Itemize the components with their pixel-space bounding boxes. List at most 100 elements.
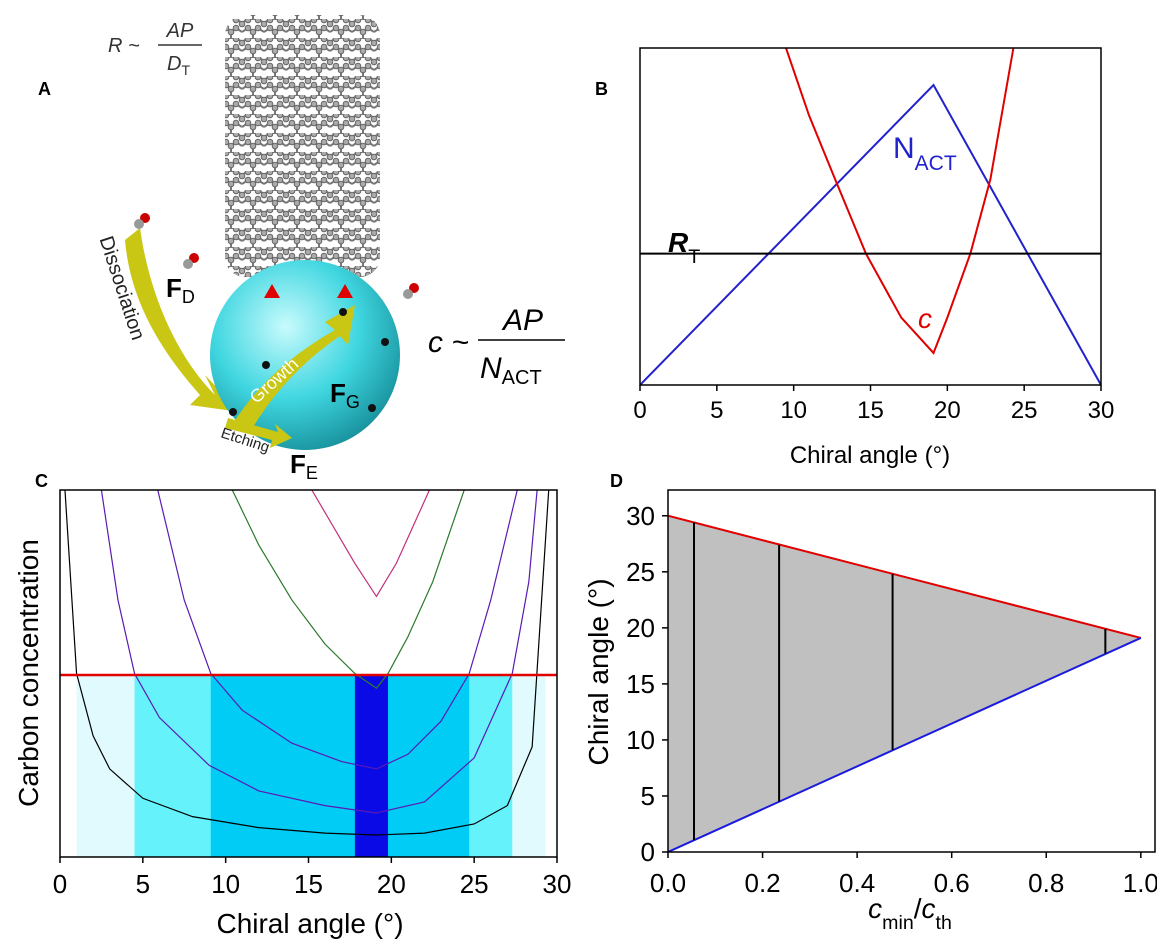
text-part: ACT bbox=[915, 152, 957, 175]
panel-letter: C bbox=[35, 471, 48, 491]
force-label: FE bbox=[290, 449, 318, 483]
x-tick-label: 15 bbox=[857, 397, 884, 424]
force-label: FD bbox=[166, 273, 195, 307]
text-part: min bbox=[882, 912, 914, 934]
y-tick-label: 15 bbox=[626, 669, 655, 699]
y-tick-label: 25 bbox=[626, 557, 655, 587]
atom bbox=[368, 404, 376, 412]
panel-letter: A bbox=[38, 79, 51, 99]
text-part: N bbox=[893, 132, 915, 165]
x-tick-label: 30 bbox=[1088, 397, 1115, 424]
y-tick-label: 0 bbox=[641, 837, 655, 867]
y-tick-label: 10 bbox=[626, 725, 655, 755]
force-label: FG bbox=[330, 378, 360, 412]
atom bbox=[229, 408, 237, 416]
plot-area bbox=[668, 514, 1142, 852]
text-part: ACT bbox=[502, 367, 542, 389]
molecule bbox=[183, 259, 193, 269]
panel-a: A R ~ AP DT Dissociation FD Growth FG Et… bbox=[38, 15, 565, 483]
x-tick-label: 20 bbox=[377, 869, 406, 899]
nanotube bbox=[225, 15, 380, 277]
x-tick-label: 5 bbox=[710, 397, 723, 424]
x-tick-label: 0.2 bbox=[744, 868, 780, 898]
text-part: F bbox=[330, 378, 346, 408]
panel-c: C 0 5 10 15 20 25 30 Chiral angle (°) Carbon conc… bbox=[13, 471, 571, 939]
plot-area bbox=[640, 48, 1101, 385]
text-part: R bbox=[668, 227, 689, 258]
x-tick-label: 10 bbox=[780, 397, 807, 424]
dissociation-arrow bbox=[125, 228, 240, 412]
panel-letter: B bbox=[595, 79, 608, 99]
active-site bbox=[337, 284, 353, 298]
panel-d: D0.0 0.2 0.4 0.6 0.8 1.0051015202530cmin/cthC… bbox=[583, 471, 1157, 934]
x-axis-label: Chiral angle (°) bbox=[216, 908, 403, 939]
series-line bbox=[64, 490, 550, 836]
text-part: T bbox=[688, 246, 700, 268]
molecule bbox=[134, 219, 144, 229]
x-axis-label: Chiral angle (°) bbox=[790, 442, 950, 469]
x-tick-label: 0 bbox=[633, 397, 646, 424]
x-tick-label: 0.4 bbox=[839, 868, 875, 898]
x-tick-label: 25 bbox=[1011, 397, 1038, 424]
relation-lhs: R ~ bbox=[108, 35, 140, 57]
series-line bbox=[100, 490, 538, 814]
relation-numerator: AP bbox=[166, 20, 194, 42]
band bbox=[210, 674, 470, 857]
series-label: c bbox=[918, 303, 932, 334]
atom bbox=[262, 361, 270, 369]
text-part: / bbox=[914, 893, 922, 924]
x-tick-label: 15 bbox=[294, 869, 323, 899]
text-part: F bbox=[290, 449, 306, 479]
series-label: RT bbox=[668, 227, 700, 268]
text-part: F bbox=[166, 273, 182, 303]
text-part: D bbox=[167, 53, 181, 75]
text-part: D bbox=[182, 287, 195, 307]
plot-area bbox=[60, 490, 557, 857]
text-part: th bbox=[936, 912, 952, 934]
x-tick-label: 1.0 bbox=[1123, 868, 1157, 898]
atom bbox=[339, 308, 347, 316]
series-line bbox=[640, 83, 1101, 385]
text-part: c bbox=[918, 303, 932, 334]
text-part: T bbox=[181, 62, 190, 78]
series-line bbox=[668, 514, 1142, 639]
growth-arrow bbox=[232, 305, 355, 432]
text-part: E bbox=[306, 463, 318, 483]
series-line bbox=[157, 490, 518, 770]
text-part: G bbox=[346, 392, 360, 412]
y-axis-label: Chiral angle (°) bbox=[583, 578, 614, 765]
x-tick-label: 0 bbox=[53, 869, 67, 899]
x-tick-label: 0.6 bbox=[934, 868, 970, 898]
y-tick-label: 20 bbox=[626, 613, 655, 643]
relation-denominator: NACT bbox=[480, 352, 542, 389]
series-line bbox=[311, 490, 430, 598]
series-line bbox=[668, 637, 1142, 852]
panel-letter: D bbox=[610, 471, 623, 491]
text-part: c bbox=[868, 893, 882, 924]
series-line bbox=[231, 490, 465, 689]
molecule bbox=[403, 289, 413, 299]
relation-numerator: AP bbox=[501, 304, 543, 337]
x-tick-label: 30 bbox=[543, 869, 572, 899]
text-part: c bbox=[922, 893, 936, 924]
atom bbox=[381, 338, 389, 346]
etching-arrow bbox=[225, 418, 292, 448]
x-tick-label: 25 bbox=[460, 869, 489, 899]
x-tick-label: 10 bbox=[211, 869, 240, 899]
relation-lhs: c ~ bbox=[428, 326, 469, 359]
y-tick-label: 5 bbox=[641, 781, 655, 811]
x-tick-label: 20 bbox=[934, 397, 961, 424]
filled-region bbox=[668, 515, 1141, 852]
active-site bbox=[264, 284, 280, 298]
x-tick-label: 0.8 bbox=[1028, 868, 1064, 898]
text-part: N bbox=[480, 352, 502, 385]
series-line bbox=[785, 48, 1015, 355]
x-axis-label: cmin/cth bbox=[868, 893, 952, 934]
y-axis-label: Carbon concentration bbox=[13, 539, 44, 807]
x-tick-label: 0.0 bbox=[650, 868, 686, 898]
panel-b: B 0 5 10 15 20 25 30 Chiral angle (°) NACT c RT bbox=[595, 47, 1115, 469]
series-label: NACT bbox=[893, 132, 957, 175]
x-tick-label: 5 bbox=[136, 869, 150, 899]
